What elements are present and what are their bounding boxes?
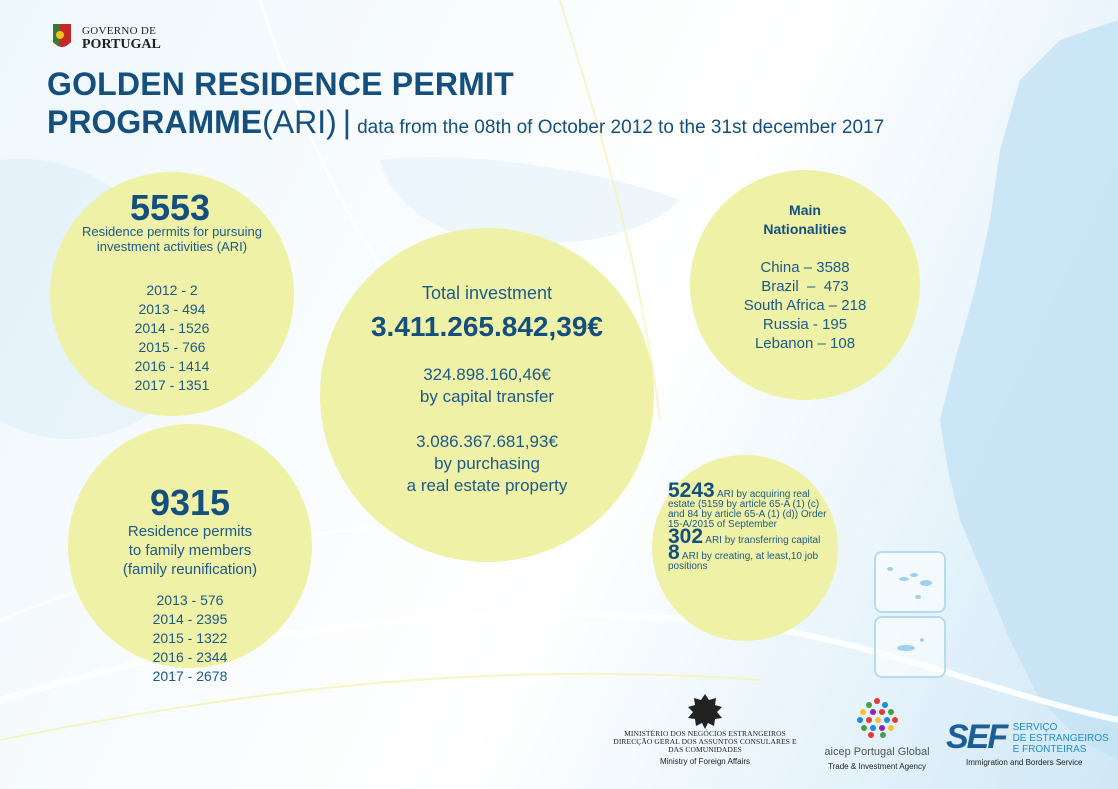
capital-transfer-label: by capital transfer — [419, 387, 555, 406]
capital-transfer-block: 324.898.160,46€ by capital transfer — [320, 364, 654, 408]
sef-name-line: E FRONTEIRAS — [1012, 744, 1087, 755]
page-title-line1: GOLDEN RESIDENCE PERMIT — [47, 66, 514, 102]
madeira-map-inset — [874, 616, 946, 678]
capital-ari-text: ARI by transferring capital — [705, 535, 821, 546]
ari-breakdown: 5243 ARI by acquiring real estate (5159 … — [668, 480, 828, 574]
ari-permits-total: 5553 — [129, 187, 211, 228]
list-item: Brazil – 473 — [761, 278, 849, 295]
real-estate-ari-count: 5243 — [668, 479, 715, 502]
nationalities-title: Main Nationalities — [690, 201, 920, 239]
sef-name-line: DE ESTRANGEIROS — [1012, 733, 1109, 744]
madeira-islands-icon — [897, 638, 924, 651]
sef-english: Immigration and Borders Service — [966, 758, 1083, 767]
sef-full-name: SERVIÇO DE ESTRANGEIROS E FRONTEIRAS — [1013, 722, 1109, 755]
family-desc-line: (family reunification) — [122, 561, 258, 578]
ministry-emblem-icon — [688, 694, 722, 729]
list-item: 2016 - 1414 — [134, 358, 210, 374]
list-item: 2014 - 2395 — [152, 611, 228, 627]
list-item: China – 3588 — [760, 259, 850, 276]
list-item: Russia - 195 — [762, 316, 848, 333]
azores-map-inset — [874, 551, 946, 613]
aicep-logo: aicep Portugal Global Trade & Investment… — [814, 696, 940, 771]
investment-circle — [320, 228, 654, 562]
logo-line1: GOVERNO DE — [82, 25, 157, 37]
family-permits-total: 9315 — [149, 482, 231, 523]
list-item: 2013 - 494 — [138, 301, 206, 317]
ministry-name-3: DAS COMUNIDADES — [668, 745, 742, 754]
family-permits-description: Residence permits to family members (fam… — [68, 522, 312, 579]
logo-line2: PORTUGAL — [82, 37, 161, 52]
real-estate-amount: 3.086.367.681,93€ — [416, 432, 558, 451]
list-item: 2015 - 1322 — [152, 630, 228, 646]
list-item: Lebanon – 108 — [754, 335, 856, 352]
aicep-dots-icon — [857, 698, 898, 738]
azores-islands-icon — [887, 567, 932, 599]
nationalities-circle — [690, 170, 920, 400]
ministry-english: Ministry of Foreign Affairs — [659, 757, 751, 766]
family-permits-circle — [68, 424, 312, 668]
sef-logo-mark: SEF — [946, 718, 1008, 756]
page-subtitle: data from the 08th of October 2012 to th… — [357, 117, 885, 138]
portugal-map-shape — [940, 20, 1118, 760]
sef-name-line: SERVIÇO — [1012, 722, 1058, 733]
list-item: 2016 - 2344 — [152, 649, 228, 665]
real-estate-label-2: a real estate property — [406, 476, 568, 495]
ari-permits-desc-text: Residence permits for pursuing investmen… — [82, 224, 262, 254]
real-estate-block: 3.086.367.681,93€ by purchasing a real e… — [320, 431, 654, 497]
breakdown-circle — [652, 455, 838, 641]
page-title-line2: PROGRAMME(ARI) | data from the 08th of Oct… — [47, 104, 884, 141]
real-estate-ari-text: ARI by acquiring real estate (5159 by ar… — [668, 489, 827, 530]
list-item: 2017 - 1351 — [134, 377, 210, 393]
ministry-logo: MINISTÉRIO DOS NEGÓCIOS ESTRANGEIROS DIR… — [598, 692, 812, 766]
list-item: 2015 - 766 — [138, 339, 206, 355]
ministry-name-1: MINISTÉRIO DOS NEGÓCIOS ESTRANGEIROS — [624, 729, 786, 738]
investment-label: Total investment — [421, 283, 553, 303]
ari-permits-by-year: 2012 - 2 2013 - 494 2014 - 1526 2015 - 7… — [50, 281, 294, 395]
aicep-english: Trade & Investment Agency — [828, 762, 926, 771]
aicep-name: aicep Portugal Global — [824, 746, 930, 758]
title-separator: | — [342, 104, 352, 140]
ministry-name-2: DIRECÇÃO GERAL DOS ASSUNTOS CONSULARES E — [613, 737, 797, 746]
list-item: South Africa – 218 — [743, 297, 867, 314]
jobs-ari-count: 8 — [668, 541, 680, 564]
ari-permits-circle — [50, 172, 294, 416]
nationalities-title-2: Nationalities — [763, 221, 847, 237]
capital-ari-count: 302 — [668, 525, 704, 548]
list-item: 2012 - 2 — [146, 282, 198, 298]
list-item: 2013 - 576 — [156, 592, 224, 608]
capital-transfer-amount: 324.898.160,46€ — [423, 365, 551, 384]
family-desc-line: Residence permits — [127, 523, 253, 540]
sef-logo: SEF SERVIÇO DE ESTRANGEIROS E FRONTEIRAS… — [946, 720, 1116, 767]
title-programme: PROGRAMME — [47, 104, 263, 140]
nationalities-list: China – 3588 Brazil – 473 South Africa –… — [690, 258, 920, 353]
investment-total: 3.411.265.842,39€ — [370, 311, 603, 342]
family-desc-line: to family members — [128, 542, 252, 559]
list-item: 2014 - 1526 — [134, 320, 210, 336]
governo-portugal-logo: GOVERNO DE PORTUGAL — [44, 20, 204, 60]
family-permits-by-year: 2013 - 576 2014 - 2395 2015 - 1322 2016 … — [68, 591, 312, 686]
real-estate-label-1: by purchasing — [434, 454, 540, 473]
portugal-flag-icon — [53, 24, 71, 47]
title-ari: (ARI) — [262, 104, 337, 140]
list-item: 2017 - 2678 — [152, 668, 228, 684]
nationalities-title-1: Main — [789, 202, 821, 218]
ari-permits-description: Residence permits for pursuing investmen… — [50, 224, 294, 254]
jobs-ari-text: ARI by creating, at least,10 job positio… — [668, 551, 819, 572]
